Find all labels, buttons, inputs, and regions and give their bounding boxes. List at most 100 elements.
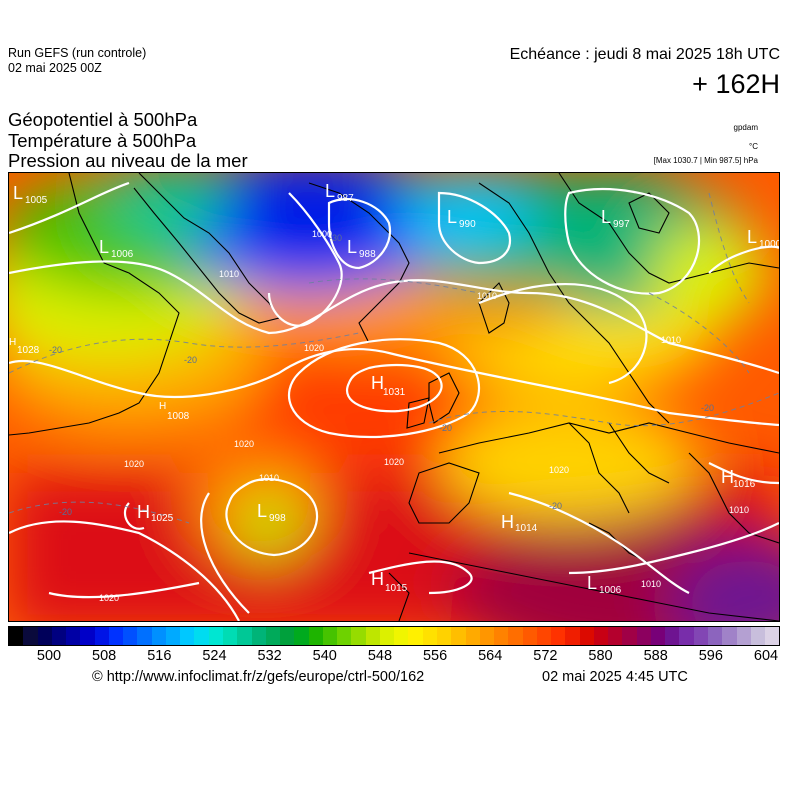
colorbar-swatch xyxy=(679,627,694,645)
param-geopotential: Géopotentiel à 500hPa xyxy=(8,109,198,130)
param-temperature: Température à 500hPa xyxy=(8,130,197,151)
colorbar-swatch xyxy=(465,627,480,645)
isobar-label: 1010 xyxy=(477,291,497,301)
colorbar-swatch xyxy=(693,627,709,645)
colorbar-swatch xyxy=(536,627,552,645)
colorbar-swatch xyxy=(108,627,124,645)
colorbar-swatch xyxy=(522,627,537,645)
issued-time: 02 mai 2025 4:45 UTC xyxy=(542,669,688,685)
colorbar-tick-label: 556 xyxy=(422,648,448,664)
pressure-centre: H 1016 xyxy=(721,467,756,490)
colorbar-swatch xyxy=(208,627,223,645)
colorbar-swatch xyxy=(251,627,266,645)
svg-text:L: L xyxy=(347,237,357,257)
colorbar-tick-label: 500 xyxy=(36,648,62,664)
run-title: Run GEFS (run controle) xyxy=(8,46,147,60)
isotherm-label: -30 xyxy=(329,233,342,243)
svg-text:H: H xyxy=(721,467,734,487)
isobar-label: 1000 xyxy=(312,229,332,239)
svg-text:L: L xyxy=(601,207,611,227)
svg-text:L: L xyxy=(257,501,267,521)
svg-text:L: L xyxy=(99,237,109,257)
colorbar-tick-label: 588 xyxy=(643,648,668,664)
svg-text:1006: 1006 xyxy=(599,585,622,596)
colorbar-swatch xyxy=(451,627,466,645)
colorbar-swatch xyxy=(151,627,166,645)
colorbar-swatch xyxy=(608,627,623,645)
isobar-label: 1020 xyxy=(549,465,569,475)
unit-temperature: °C xyxy=(749,142,758,151)
pressure-centre: L 990 xyxy=(447,207,476,230)
svg-text:H: H xyxy=(371,569,384,589)
svg-text:L: L xyxy=(747,227,757,247)
pressure-centre: L 1006 xyxy=(99,237,134,260)
svg-text:L: L xyxy=(325,181,335,201)
svg-text:1015: 1015 xyxy=(385,583,408,594)
colorbar-swatch xyxy=(51,627,67,645)
svg-text:998: 998 xyxy=(269,513,286,524)
colorbar-ticks: 500 508 516 524 532 540 548 556 564 572 580 588 596 6… xyxy=(8,648,780,666)
colorbar-swatch xyxy=(579,627,594,645)
colorbar-swatch xyxy=(622,627,637,645)
svg-text:L: L xyxy=(13,183,23,203)
svg-text:1005: 1005 xyxy=(25,195,48,206)
isobar-label: 1020 xyxy=(304,343,324,353)
pressure-centre: L 998 xyxy=(257,501,286,524)
svg-text:H: H xyxy=(371,373,384,393)
colorbar-swatch xyxy=(394,627,409,645)
colorbar-swatch xyxy=(66,627,81,645)
colorbar-swatch xyxy=(94,627,109,645)
lead-time: + 162H xyxy=(692,69,780,99)
colorbar-swatch xyxy=(565,627,580,645)
pressure-centre: L 1006 xyxy=(587,573,622,596)
svg-text:997: 997 xyxy=(613,219,630,230)
isobar-label: 1010 xyxy=(661,335,681,345)
pressure-centre: L 987 xyxy=(325,181,354,204)
isotherm-label: -20 xyxy=(701,403,714,413)
colorbar-swatch xyxy=(165,627,181,645)
svg-text:1000: 1000 xyxy=(759,239,779,250)
colorbar-swatch xyxy=(408,627,423,645)
isotherm-labels: -20 -20 -20 -20 -20 -20 -30 xyxy=(49,233,714,517)
colorbar-tick-label: 524 xyxy=(202,648,227,664)
colorbar-swatch xyxy=(23,627,38,645)
colorbar-swatch xyxy=(508,627,523,645)
colorbar-swatch xyxy=(294,627,309,645)
colorbar-swatch xyxy=(636,627,651,645)
colorbar-swatch xyxy=(137,627,152,645)
svg-text:H: H xyxy=(159,401,166,412)
svg-text:H: H xyxy=(137,502,150,522)
svg-text:990: 990 xyxy=(459,219,476,230)
isotherm-label: -20 xyxy=(549,501,562,511)
colorbar-swatch xyxy=(80,627,95,645)
colorbar-tick-label: 548 xyxy=(367,648,393,664)
colorbar-tick-label: 508 xyxy=(92,648,117,664)
colorbar-tick-label: 564 xyxy=(478,648,503,664)
unit-geopotential: gpdam xyxy=(733,123,758,132)
isobar-labels: 1000 1010 1010 1010 1020 1020 1020 1020 … xyxy=(99,229,749,603)
colorbar-swatch xyxy=(736,627,751,645)
colorbar-swatch xyxy=(479,627,495,645)
copyright: © http://www.infoclimat.fr/z/gefs/europe… xyxy=(92,669,425,685)
colorbar-swatch xyxy=(722,627,737,645)
pressure-centre: L 1005 xyxy=(13,183,48,206)
svg-text:1031: 1031 xyxy=(383,387,406,398)
colorbar-swatch xyxy=(494,627,509,645)
colorbar-swatch xyxy=(650,627,666,645)
colorbar-swatch xyxy=(708,627,723,645)
svg-text:1014: 1014 xyxy=(515,523,538,534)
colorbar-swatch xyxy=(351,627,366,645)
isobar-label: 1010 xyxy=(219,269,239,279)
colorbar-tick-label: 604 xyxy=(753,648,779,664)
svg-text:1025: 1025 xyxy=(151,513,174,524)
colorbar-swatch xyxy=(593,627,609,645)
colorbar-tick-label: 532 xyxy=(257,648,282,664)
colorbar-swatch xyxy=(765,627,780,645)
isobar-label: 1020 xyxy=(99,593,119,603)
isobars xyxy=(9,181,779,621)
